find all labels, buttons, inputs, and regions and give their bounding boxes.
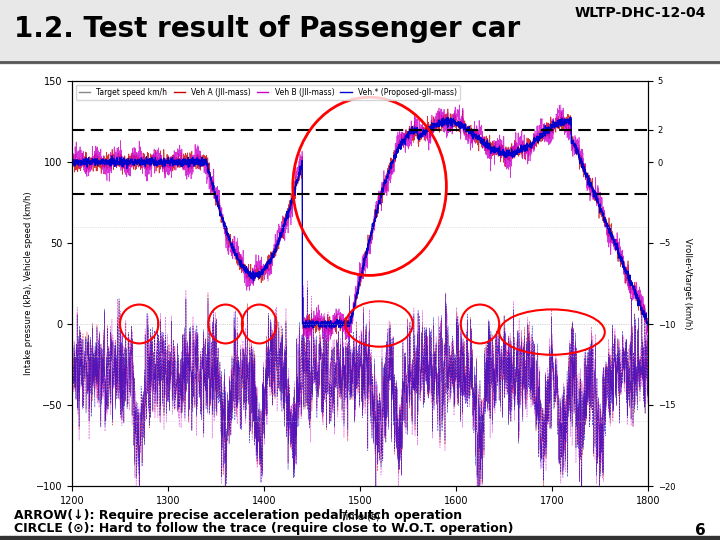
Veh B (Jll-mass) [133, 151, 142, 157]
Veh B (Jll-mass) [455, 102, 464, 108]
Target speed km/h [644, 321, 652, 327]
Veh A (Jll-mass) [133, 161, 142, 168]
Target speed km/h [68, 159, 76, 165]
Veh.* (Proposed-gll-mass) [571, 140, 580, 147]
Veh.* (Proposed-gll-mass) [289, 195, 297, 201]
Target speed km/h [444, 118, 452, 125]
Text: WLTP-DHC-12-04: WLTP-DHC-12-04 [575, 6, 706, 20]
Veh.* (Proposed-gll-mass) [68, 157, 76, 164]
Target speed km/h [298, 321, 307, 327]
Veh B (Jll-mass) [571, 132, 580, 139]
Veh A (Jll-mass) [302, 332, 310, 339]
Veh A (Jll-mass) [68, 164, 76, 170]
Line: Veh.* (Proposed-gll-mass): Veh.* (Proposed-gll-mass) [72, 117, 648, 329]
Veh A (Jll-mass) [289, 197, 297, 203]
Veh.* (Proposed-gll-mass) [567, 114, 575, 120]
Veh.* (Proposed-gll-mass) [168, 159, 176, 166]
X-axis label: Time (s): Time (s) [340, 511, 380, 521]
Veh.* (Proposed-gll-mass) [133, 156, 142, 163]
Veh B (Jll-mass) [289, 193, 297, 199]
Veh A (Jll-mass) [168, 162, 176, 168]
Target speed km/h [133, 159, 142, 165]
Veh B (Jll-mass) [644, 323, 652, 330]
Veh A (Jll-mass) [633, 292, 642, 299]
Veh.* (Proposed-gll-mass) [327, 326, 336, 332]
Veh A (Jll-mass) [314, 326, 323, 333]
Line: Target speed km/h: Target speed km/h [72, 122, 648, 324]
Veh B (Jll-mass) [302, 338, 311, 345]
Veh A (Jll-mass) [644, 325, 652, 332]
Veh.* (Proposed-gll-mass) [644, 322, 652, 329]
Target speed km/h [314, 321, 323, 327]
Line: Veh B (Jll-mass): Veh B (Jll-mass) [72, 105, 648, 341]
Bar [0, 536, 720, 540]
Text: ARROW(↓): Require precise acceleration pedal/clutch operation: ARROW(↓): Require precise acceleration p… [14, 509, 462, 522]
Y-axis label: Vroller-Vtarget (km/h): Vroller-Vtarget (km/h) [683, 238, 692, 329]
Target speed km/h [571, 144, 580, 150]
Line: Veh A (Jll-mass): Veh A (Jll-mass) [72, 109, 648, 335]
Text: 1.2. Test result of Passenger car: 1.2. Test result of Passenger car [14, 15, 521, 43]
Veh A (Jll-mass) [444, 106, 452, 112]
Veh B (Jll-mass) [633, 289, 642, 295]
Veh A (Jll-mass) [571, 140, 580, 146]
Veh B (Jll-mass) [314, 306, 323, 313]
Legend: Target speed km/h, Veh A (Jll-mass), Veh B (Jll-mass), Veh.* (Proposed-gll-mass): Target speed km/h, Veh A (Jll-mass), Veh… [76, 85, 460, 100]
Y-axis label: Intake pressure (kPa), Vehicle speed (km/h): Intake pressure (kPa), Vehicle speed (km… [24, 192, 33, 375]
Veh.* (Proposed-gll-mass) [313, 320, 322, 327]
Veh B (Jll-mass) [68, 163, 76, 170]
Target speed km/h [168, 159, 176, 165]
Veh.* (Proposed-gll-mass) [633, 292, 642, 299]
Veh B (Jll-mass) [168, 165, 176, 172]
Text: 6: 6 [695, 523, 706, 538]
Text: CIRCLE (⊙): Hard to follow the trace (require close to W.O.T. operation): CIRCLE (⊙): Hard to follow the trace (re… [14, 522, 514, 535]
Target speed km/h [289, 193, 297, 200]
Target speed km/h [633, 294, 642, 301]
